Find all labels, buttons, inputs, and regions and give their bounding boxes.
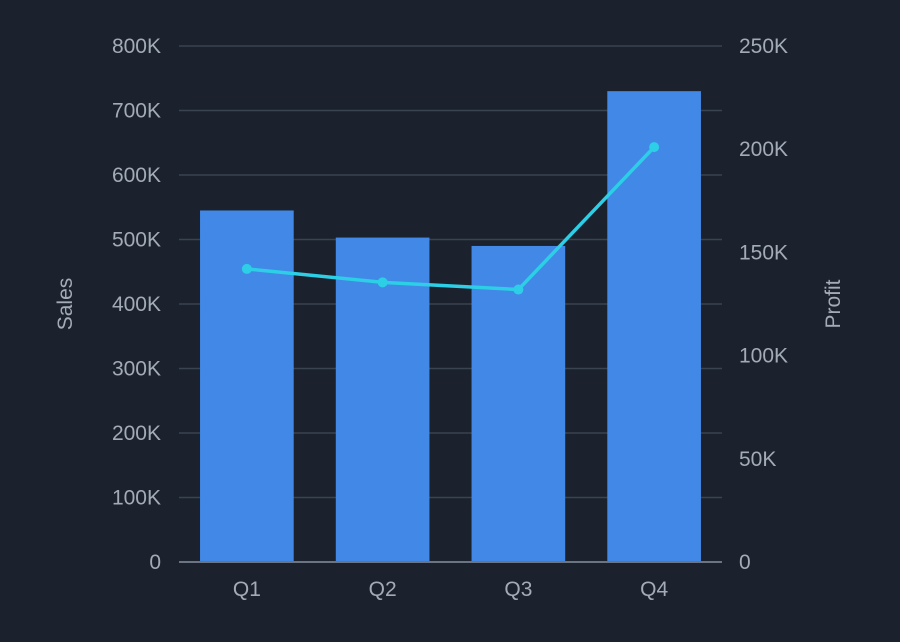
bar: [200, 210, 294, 562]
profit-line: [245, 145, 656, 292]
y2-tick-label: 150K: [739, 241, 788, 264]
y-tick-label: 600K: [112, 164, 161, 187]
line-point: [241, 263, 252, 274]
y2-tick-label: 250K: [739, 35, 788, 58]
x-tick-label: Q1: [233, 578, 261, 601]
line-point: [513, 284, 524, 295]
y-tick-label: 700K: [112, 100, 161, 123]
line-point: [649, 142, 660, 153]
y2-axis-title: Profit: [822, 279, 845, 328]
y-tick-label: 800K: [112, 35, 161, 58]
y-tick-label: 200K: [112, 422, 161, 445]
y2-tick-label: 200K: [739, 138, 788, 161]
y2-tick-label: 50K: [739, 448, 776, 471]
line-series: [241, 142, 660, 295]
y-tick-label: 100K: [112, 487, 161, 510]
y-tick-label: 500K: [112, 229, 161, 252]
line-point: [377, 277, 388, 288]
y-axis-title: Sales: [54, 278, 77, 331]
x-tick-label: Q4: [640, 578, 668, 601]
bar: [335, 237, 430, 562]
bar: [607, 91, 701, 563]
bar-series: [200, 91, 701, 563]
y2-tick-label: 0: [739, 551, 751, 574]
x-tick-label: Q3: [504, 578, 532, 601]
y-tick-label: 300K: [112, 358, 161, 381]
y-tick-label: 0: [149, 551, 161, 574]
bar: [471, 245, 566, 562]
y-tick-label: 400K: [112, 293, 161, 316]
axes: 0 100K 200K 300K 400K 500K 600K 700K 800K 0 50K 100…: [112, 35, 788, 601]
x-tick-label: Q2: [369, 578, 397, 601]
y2-tick-label: 100K: [739, 345, 788, 368]
